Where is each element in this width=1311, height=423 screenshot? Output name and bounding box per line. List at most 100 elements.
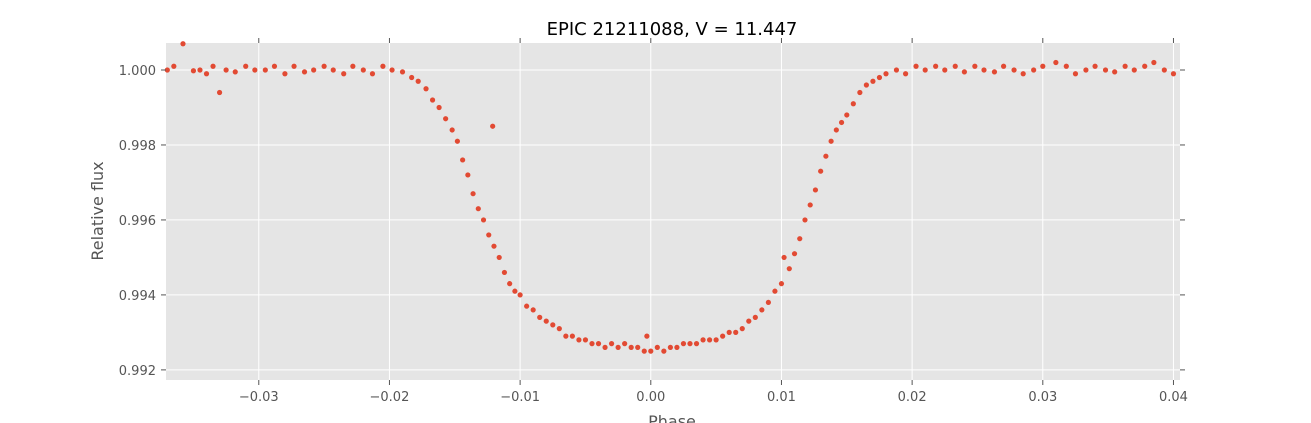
data-point — [360, 67, 366, 73]
data-point — [674, 344, 680, 350]
data-point — [443, 116, 449, 122]
data-point — [807, 202, 813, 208]
data-point — [291, 63, 297, 69]
data-point — [543, 318, 549, 324]
data-point — [791, 251, 798, 257]
data-point — [720, 333, 726, 339]
data-point — [933, 63, 939, 69]
x-tick-label: −0.03 — [239, 390, 279, 405]
data-point — [486, 232, 492, 238]
data-point — [530, 307, 536, 313]
data-point — [902, 71, 909, 77]
points — [164, 41, 1177, 354]
data-point — [870, 78, 876, 84]
data-point — [833, 127, 839, 133]
data-point — [1092, 63, 1098, 69]
data-point — [641, 348, 647, 354]
data-point — [301, 69, 308, 75]
data-point — [595, 341, 602, 347]
x-axis-label: Phase — [648, 412, 696, 423]
data-point — [252, 67, 258, 73]
data-point — [893, 67, 900, 73]
data-point — [190, 68, 197, 74]
data-point — [480, 217, 487, 223]
data-point — [1170, 71, 1177, 77]
data-point — [1161, 67, 1167, 73]
data-point — [369, 71, 376, 77]
y-tick-label: 0.994 — [119, 289, 156, 304]
data-point — [223, 67, 229, 73]
data-point — [850, 101, 856, 107]
data-point — [661, 348, 667, 354]
x-tick-label: −0.02 — [370, 390, 410, 405]
data-point — [490, 123, 496, 129]
data-point — [1083, 67, 1089, 73]
data-point — [797, 236, 803, 242]
data-point — [576, 337, 582, 343]
data-point — [739, 326, 745, 332]
data-point — [857, 89, 863, 96]
data-point — [952, 63, 958, 69]
data-point — [389, 67, 395, 73]
data-point — [569, 333, 575, 339]
data-point — [693, 341, 700, 347]
data-point — [733, 329, 739, 335]
data-point — [524, 303, 530, 309]
data-point — [491, 243, 497, 249]
x-tick-label: 0.01 — [767, 390, 796, 405]
data-point — [380, 63, 386, 69]
data-point — [1000, 63, 1007, 69]
data-point — [449, 127, 455, 133]
data-point — [1102, 67, 1109, 73]
x-tick-label: 0.03 — [1028, 390, 1057, 405]
data-point — [282, 71, 288, 77]
data-point — [838, 119, 845, 126]
chart-title: EPIC 21211088, V = 11.447 — [547, 19, 798, 40]
data-point — [628, 344, 634, 350]
data-point — [232, 69, 238, 75]
x-tick-label: 0.02 — [898, 390, 927, 405]
data-point — [1031, 67, 1037, 73]
data-point — [726, 329, 732, 335]
data-point — [399, 69, 406, 75]
data-point — [608, 341, 615, 347]
data-point — [622, 341, 628, 347]
data-point — [883, 71, 889, 77]
data-point — [350, 63, 356, 69]
data-point — [680, 341, 687, 347]
data-point — [409, 74, 415, 81]
data-point — [436, 104, 442, 111]
data-point — [556, 326, 562, 332]
data-point — [475, 206, 481, 212]
data-point — [496, 254, 502, 261]
data-point — [501, 269, 508, 276]
y-axis-label: Relative flux — [88, 161, 107, 260]
y-tick-label: 0.992 — [119, 364, 156, 379]
data-point — [271, 63, 278, 69]
data-point — [164, 67, 170, 73]
data-point — [180, 41, 186, 47]
data-point — [582, 337, 589, 343]
data-point — [171, 63, 177, 69]
data-point — [602, 344, 608, 350]
x-tick-label: −0.01 — [500, 390, 540, 405]
data-point — [311, 67, 317, 73]
data-point — [863, 82, 869, 88]
data-point — [1122, 63, 1128, 69]
data-point — [746, 318, 752, 324]
data-point — [972, 63, 978, 69]
data-point — [517, 292, 523, 298]
grid — [166, 43, 1180, 380]
data-point — [341, 71, 347, 77]
data-point — [429, 97, 436, 103]
data-point — [687, 341, 693, 347]
data-point — [778, 281, 785, 287]
data-point — [563, 333, 569, 339]
data-point — [1112, 69, 1118, 75]
data-point — [454, 138, 460, 144]
data-point — [752, 314, 758, 320]
data-point — [1053, 59, 1059, 66]
y-tick-label: 0.998 — [119, 139, 156, 154]
data-point — [203, 71, 210, 77]
y-tick-label: 1.000 — [119, 64, 156, 79]
